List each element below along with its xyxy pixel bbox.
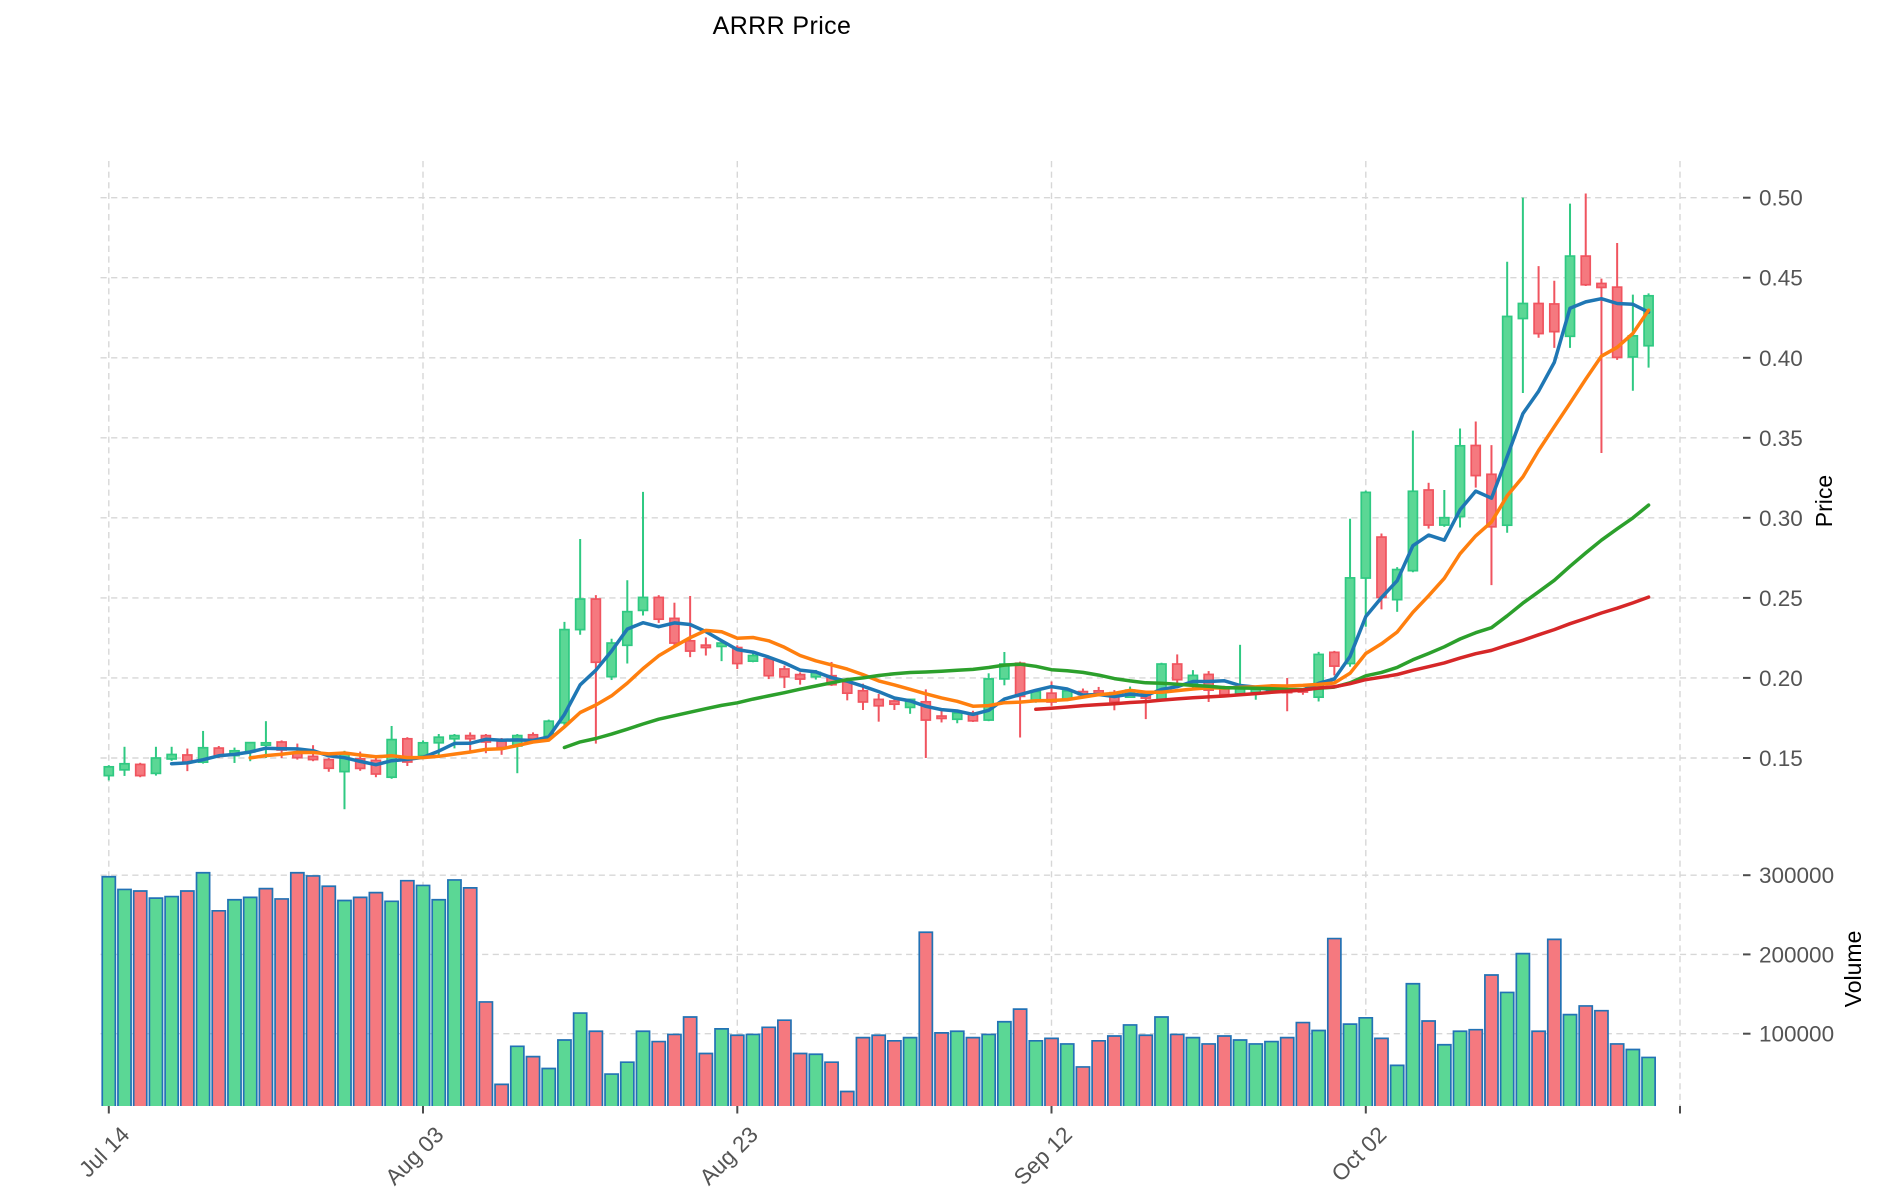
svg-text:0.30: 0.30 [1759,506,1803,531]
svg-text:Volume: Volume [1840,931,1866,1008]
svg-text:Price: Price [1811,475,1837,527]
svg-text:ARRR Price: ARRR Price [713,12,852,40]
svg-text:0.50: 0.50 [1759,186,1803,211]
svg-text:200000: 200000 [1759,942,1834,967]
svg-text:0.35: 0.35 [1759,426,1803,451]
svg-text:0.15: 0.15 [1759,746,1803,771]
svg-text:100000: 100000 [1759,1022,1834,1047]
svg-text:0.40: 0.40 [1759,346,1803,371]
svg-text:0.20: 0.20 [1759,666,1803,691]
svg-text:0.45: 0.45 [1759,266,1803,291]
svg-text:0.25: 0.25 [1759,586,1803,611]
svg-text:300000: 300000 [1759,863,1834,888]
